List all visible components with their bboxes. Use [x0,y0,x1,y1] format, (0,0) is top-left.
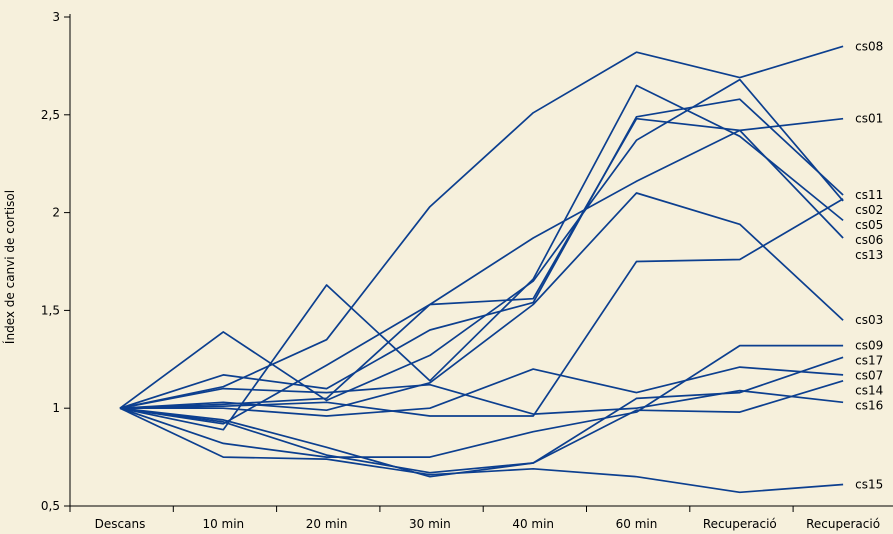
series-label-cs09: cs09 [855,339,883,353]
y-tick-label: 1 [52,401,60,415]
series-label-cs05: cs05 [855,218,883,232]
series-label-cs06: cs06 [855,233,883,247]
series-label-cs08: cs08 [855,39,883,53]
series-label-cs01: cs01 [855,112,883,126]
y-tick-label: 0,5 [41,499,60,513]
y-tick-label: 1,5 [41,303,60,317]
series-label-cs13: cs13 [855,248,883,262]
series-line-cs03 [119,192,844,412]
series-line-cs16 [119,383,844,415]
x-axis-ticks: Descans 10 min 20 min 30 min 40 min 60 min Rec… [69,506,880,531]
series-label-cs16: cs16 [855,399,883,413]
series-label-cs03: cs03 [855,313,883,327]
x-tick-label: Recuperació [703,517,777,531]
series-label-cs02: cs02 [855,203,883,217]
series-label-cs17: cs17 [855,354,883,368]
x-tick-label: Descans [95,517,146,531]
x-tick-label: 60 min [616,517,658,531]
series-line-cs06 [119,84,844,431]
y-axis-ticks: 0,5 1 1,5 2 2,5 3 [41,10,70,513]
series-label-cs11: cs11 [855,188,883,202]
series-label-cs14: cs14 [855,384,883,398]
x-tick-label: 30 min [409,517,451,531]
x-tick-label: 40 min [512,517,554,531]
series-label-cs07: cs07 [855,369,883,383]
x-tick-label: 10 min [202,517,244,531]
series-line-cs05 [119,78,844,409]
series-line-cs17 [119,356,844,474]
series-line-cs01 [119,117,844,410]
series-line-cs09 [119,344,844,458]
y-tick-label: 3 [52,10,60,24]
x-tick-label: Recuperació [806,517,880,531]
series-lines [119,45,844,494]
y-tick-label: 2,5 [41,108,60,122]
y-tick-label: 2 [52,206,60,220]
series-line-cs07 [120,366,844,417]
series-line-cs11 [119,98,844,410]
series-line-cs02 [119,198,844,417]
series-line-cs14 [119,379,844,478]
series-label-cs15: cs15 [855,477,883,491]
x-tick-label: 20 min [306,517,348,531]
series-line-cs13 [119,129,844,425]
series-line-cs08 [119,45,844,410]
axes [69,14,893,507]
series-line-cs15 [119,407,844,494]
y-axis-title: Índex de canvi de cortisol [2,190,17,344]
